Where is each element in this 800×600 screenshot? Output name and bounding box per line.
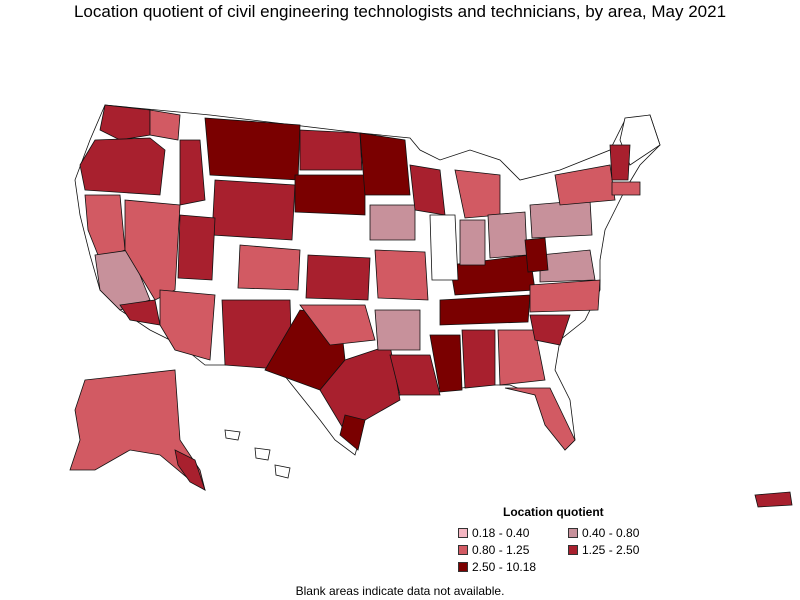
region-oklahoma[interactable] xyxy=(299,304,376,346)
region-washington-east[interactable] xyxy=(149,109,181,141)
region-pennsylvania[interactable] xyxy=(529,199,593,239)
region-california-south[interactable] xyxy=(119,299,161,326)
legend-swatch xyxy=(458,528,468,538)
region-minnesota[interactable] xyxy=(359,132,411,196)
legend-label: 2.50 - 10.18 xyxy=(472,560,537,574)
region-alaska-southeast[interactable] xyxy=(174,449,206,491)
region-vermont-nh[interactable] xyxy=(609,144,631,181)
region-colorado[interactable] xyxy=(237,244,301,291)
legend-label: 0.80 - 1.25 xyxy=(472,543,530,557)
legend-title: Location quotient xyxy=(503,505,604,519)
region-mississippi[interactable] xyxy=(429,334,463,393)
legend-swatch xyxy=(458,562,468,572)
region-georgia[interactable] xyxy=(497,329,546,386)
region-texas-coast[interactable] xyxy=(339,414,366,451)
region-maine[interactable] xyxy=(619,114,661,166)
legend-item-0-18-0-40: 0.18 - 0.40 xyxy=(458,526,529,540)
region-hawaii[interactable] xyxy=(224,429,291,479)
region-illinois[interactable] xyxy=(429,214,459,281)
region-tennessee[interactable] xyxy=(439,294,531,326)
region-north-carolina[interactable] xyxy=(529,279,601,313)
legend-item-0-40-0-80: 0.40 - 0.80 xyxy=(568,526,639,540)
region-new-york[interactable] xyxy=(554,164,616,206)
region-north-dakota[interactable] xyxy=(299,129,363,171)
legend-swatch xyxy=(568,528,578,538)
region-virginia[interactable] xyxy=(539,249,596,283)
region-massachusetts[interactable] xyxy=(611,181,641,196)
region-ohio[interactable] xyxy=(487,211,528,259)
legend-label: 0.40 - 0.80 xyxy=(582,526,640,540)
data-availability-note: Blank areas indicate data not available. xyxy=(295,584,505,598)
map-title: Location quotient of civil engineering t… xyxy=(73,2,727,21)
region-wyoming[interactable] xyxy=(211,179,296,241)
region-washington-west[interactable] xyxy=(99,104,151,141)
region-indiana[interactable] xyxy=(459,219,486,266)
region-arizona[interactable] xyxy=(159,289,216,361)
legend-label: 0.18 - 0.40 xyxy=(472,526,530,540)
region-iowa[interactable] xyxy=(369,204,416,241)
region-south-carolina[interactable] xyxy=(529,314,571,346)
region-utah[interactable] xyxy=(177,214,216,281)
region-montana[interactable] xyxy=(204,117,301,181)
region-arkansas[interactable] xyxy=(374,309,421,351)
region-louisiana[interactable] xyxy=(389,354,441,396)
region-idaho[interactable] xyxy=(179,139,206,206)
legend-swatch xyxy=(568,545,578,555)
region-wisconsin[interactable] xyxy=(409,164,446,216)
legend-swatch xyxy=(458,545,468,555)
region-florida[interactable] xyxy=(504,387,576,451)
region-kansas[interactable] xyxy=(305,254,371,301)
legend-item-2-50-10-18: 2.50 - 10.18 xyxy=(458,560,536,574)
legend-item-0-80-1-25: 0.80 - 1.25 xyxy=(458,543,529,557)
region-alabama[interactable] xyxy=(461,329,496,389)
region-oregon[interactable] xyxy=(79,137,166,196)
region-missouri[interactable] xyxy=(374,249,429,301)
legend-item-1-25-2-50: 1.25 - 2.50 xyxy=(568,543,639,557)
region-west-virginia[interactable] xyxy=(524,237,549,273)
region-alaska[interactable] xyxy=(69,369,206,491)
region-puerto-rico[interactable] xyxy=(754,491,793,508)
legend-label: 1.25 - 2.50 xyxy=(582,543,640,557)
region-south-dakota[interactable] xyxy=(294,174,366,216)
